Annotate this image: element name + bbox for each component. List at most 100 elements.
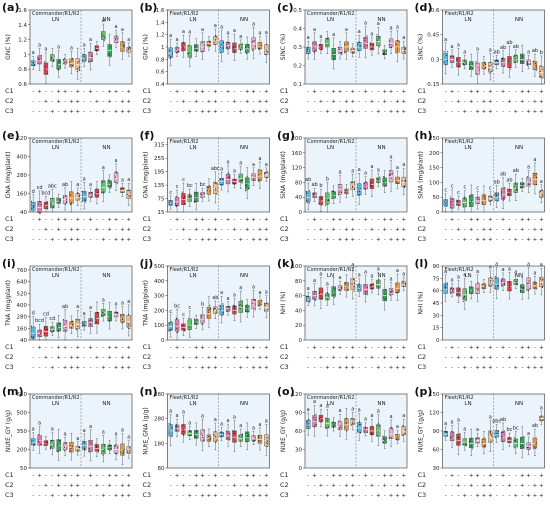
y-tick-label: 380 <box>154 392 165 398</box>
data-point <box>313 51 315 53</box>
y-tick-label: 255 <box>154 156 165 162</box>
data-point <box>50 204 52 206</box>
data-point <box>523 435 525 437</box>
data-point <box>96 445 98 447</box>
data-point <box>478 199 480 201</box>
data-point <box>450 55 452 58</box>
data-point <box>458 65 460 67</box>
sig-letter: a <box>307 286 310 292</box>
y-axis-label: SiNA (mg/plant) <box>280 151 287 199</box>
c-row-label: C3 <box>5 363 14 371</box>
data-point <box>382 176 385 178</box>
data-point <box>95 446 97 448</box>
c-sign: - <box>195 493 197 499</box>
c-sign: + <box>120 355 125 361</box>
data-point <box>109 46 111 48</box>
data-point <box>116 41 119 44</box>
c-sign: - <box>483 89 485 95</box>
data-point <box>370 432 372 434</box>
c-row-label: C2 <box>418 481 427 489</box>
data-point <box>57 68 59 70</box>
data-point <box>488 196 490 198</box>
data-point <box>453 288 455 290</box>
data-point <box>516 189 518 191</box>
c-sign: + <box>258 355 263 361</box>
c-row-label: C3 <box>418 491 427 499</box>
c-sign: + <box>351 217 356 223</box>
sig-letter: ab <box>212 295 218 301</box>
data-point <box>62 197 65 199</box>
c-row-label: C3 <box>418 107 427 115</box>
variety-label: Commander/R1/R2 <box>307 395 355 401</box>
data-point <box>175 428 177 430</box>
data-point <box>508 286 510 288</box>
c-sign: - <box>339 355 341 361</box>
data-point <box>456 204 458 206</box>
data-point <box>377 282 379 284</box>
data-point <box>404 179 406 182</box>
c-sign: + <box>389 493 394 499</box>
data-point <box>188 430 190 432</box>
data-point <box>246 441 248 443</box>
data-point <box>261 169 263 171</box>
c-sign: - <box>365 99 367 105</box>
data-point <box>490 196 492 198</box>
data-point <box>208 40 210 42</box>
data-point <box>462 300 464 302</box>
data-point <box>364 37 366 39</box>
group-label-nn: NN <box>102 273 110 279</box>
data-point <box>503 430 505 432</box>
c-sign: - <box>371 237 373 243</box>
data-point <box>90 196 92 198</box>
data-point <box>450 207 452 209</box>
data-point <box>377 39 379 41</box>
c-sign: + <box>200 473 205 479</box>
data-point <box>391 428 393 430</box>
sig-letter: a <box>83 311 86 317</box>
data-point <box>181 325 183 327</box>
c-sign: + <box>488 473 493 479</box>
data-point <box>200 51 203 53</box>
data-point <box>476 292 478 294</box>
data-point <box>94 323 96 325</box>
panel-letter: (k) <box>277 257 294 270</box>
data-point <box>84 57 87 59</box>
data-point <box>453 57 455 59</box>
c-sign: + <box>520 217 525 223</box>
sig-letter: a <box>495 262 498 268</box>
data-point <box>31 208 33 210</box>
c-sign: + <box>482 109 487 115</box>
c-sign: - <box>227 493 229 499</box>
y-tick-label: 0.5 <box>293 8 302 14</box>
data-point <box>127 189 129 192</box>
sig-letter: bcd <box>41 190 50 196</box>
c-sign: + <box>120 99 125 105</box>
c-sign: - <box>58 237 60 243</box>
data-point <box>496 284 499 286</box>
data-point <box>338 420 340 422</box>
c-sign: - <box>32 89 34 95</box>
data-point <box>315 424 317 426</box>
data-point <box>234 432 236 434</box>
c-sign: + <box>101 109 106 115</box>
c-sign: + <box>50 109 55 115</box>
data-point <box>265 303 268 305</box>
data-point <box>235 179 237 181</box>
group-label-nn: NN <box>240 401 248 407</box>
c-sign: + <box>312 217 317 223</box>
c-sign: + <box>114 493 119 499</box>
c-sign: + <box>107 227 112 233</box>
data-point <box>57 69 59 71</box>
data-point <box>265 177 267 179</box>
c-sign: + <box>507 483 512 489</box>
c-sign: + <box>363 89 368 95</box>
c-sign: - <box>339 483 341 489</box>
data-point <box>187 325 189 327</box>
data-point <box>459 295 461 297</box>
data-point <box>501 435 503 438</box>
sig-letter: a <box>89 424 92 430</box>
c-sign: - <box>96 237 98 243</box>
data-point <box>72 57 74 59</box>
sig-letter: a <box>540 262 543 268</box>
data-point <box>321 198 323 200</box>
